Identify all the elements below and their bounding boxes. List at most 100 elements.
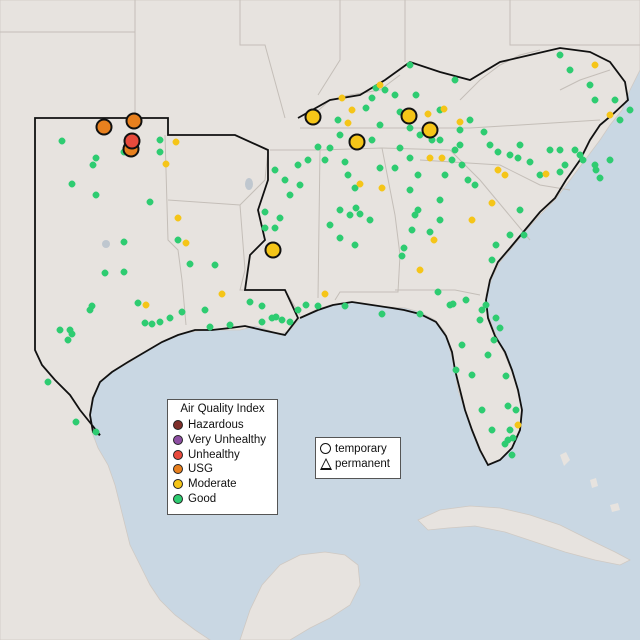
monitor-point-good[interactable]: [68, 330, 76, 338]
monitor-point-good[interactable]: [484, 351, 492, 359]
monitor-point-good[interactable]: [486, 141, 494, 149]
monitor-point-good[interactable]: [278, 316, 286, 324]
monitor-point-good[interactable]: [536, 171, 544, 179]
monitor-point-good[interactable]: [451, 146, 459, 154]
monitor-point-moderate[interactable]: [542, 170, 550, 178]
monitor-point-moderate[interactable]: [344, 119, 352, 127]
monitor-point-good[interactable]: [406, 186, 414, 194]
monitor-point-good[interactable]: [56, 326, 64, 334]
monitor-point-good[interactable]: [351, 241, 359, 249]
monitor-point-good[interactable]: [186, 260, 194, 268]
monitor-point-good[interactable]: [391, 164, 399, 172]
monitor-point-moderate[interactable]: [606, 111, 614, 119]
monitor-point-good[interactable]: [480, 128, 488, 136]
monitor-point-good[interactable]: [441, 171, 449, 179]
monitor-point-good[interactable]: [174, 236, 182, 244]
monitor-point-good[interactable]: [206, 323, 214, 331]
monitor-point-moderate[interactable]: [501, 171, 509, 179]
monitor-point-good[interactable]: [92, 154, 100, 162]
monitor-point-moderate[interactable]: [468, 216, 476, 224]
monitor-point-good[interactable]: [286, 318, 294, 326]
monitor-point-good[interactable]: [86, 306, 94, 314]
monitor-temporary-moderate[interactable]: [421, 121, 439, 139]
monitor-point-good[interactable]: [304, 156, 312, 164]
monitor-point-good[interactable]: [178, 308, 186, 316]
monitor-point-good[interactable]: [561, 161, 569, 169]
monitor-point-good[interactable]: [211, 261, 219, 269]
monitor-point-good[interactable]: [396, 144, 404, 152]
monitor-point-moderate[interactable]: [494, 166, 502, 174]
monitor-point-good[interactable]: [501, 440, 509, 448]
monitor-point-moderate[interactable]: [426, 154, 434, 162]
monitor-point-good[interactable]: [58, 137, 66, 145]
monitor-point-good[interactable]: [492, 241, 500, 249]
monitor-point-good[interactable]: [616, 116, 624, 124]
monitor-point-good[interactable]: [504, 402, 512, 410]
monitor-point-good[interactable]: [72, 418, 80, 426]
monitor-point-good[interactable]: [376, 164, 384, 172]
monitor-point-good[interactable]: [464, 176, 472, 184]
monitor-temporary-moderate[interactable]: [264, 241, 282, 259]
monitor-point-good[interactable]: [566, 66, 574, 74]
monitor-temporary-moderate[interactable]: [400, 107, 418, 125]
monitor-point-moderate[interactable]: [218, 290, 226, 298]
monitor-point-good[interactable]: [261, 224, 269, 232]
monitor-point-good[interactable]: [494, 148, 502, 156]
monitor-point-good[interactable]: [286, 191, 294, 199]
monitor-point-good[interactable]: [326, 144, 334, 152]
monitor-point-good[interactable]: [134, 299, 142, 307]
monitor-point-good[interactable]: [571, 146, 579, 154]
monitor-point-good[interactable]: [448, 156, 456, 164]
monitor-point-good[interactable]: [92, 428, 100, 436]
monitor-point-moderate[interactable]: [438, 154, 446, 162]
monitor-point-good[interactable]: [406, 61, 414, 69]
monitor-point-good[interactable]: [512, 406, 520, 414]
monitor-point-moderate[interactable]: [182, 239, 190, 247]
monitor-point-moderate[interactable]: [378, 184, 386, 192]
monitor-point-good[interactable]: [378, 310, 386, 318]
monitor-point-good[interactable]: [368, 136, 376, 144]
monitor-point-good[interactable]: [326, 221, 334, 229]
monitor-point-good[interactable]: [314, 302, 322, 310]
monitor-point-good[interactable]: [351, 184, 359, 192]
monitor-point-good[interactable]: [314, 143, 322, 151]
monitor-point-good[interactable]: [436, 216, 444, 224]
monitor-point-moderate[interactable]: [142, 301, 150, 309]
monitor-point-good[interactable]: [449, 300, 457, 308]
monitor-point-good[interactable]: [490, 336, 498, 344]
monitor-point-good[interactable]: [508, 451, 516, 459]
monitor-point-good[interactable]: [321, 156, 329, 164]
monitor-point-good[interactable]: [611, 96, 619, 104]
monitor-point-moderate[interactable]: [440, 105, 448, 113]
monitor-point-good[interactable]: [336, 206, 344, 214]
monitor-point-good[interactable]: [492, 314, 500, 322]
monitor-point-good[interactable]: [452, 366, 460, 374]
monitor-point-good[interactable]: [592, 166, 600, 174]
monitor-point-good[interactable]: [400, 244, 408, 252]
monitor-point-good[interactable]: [406, 124, 414, 132]
monitor-point-good[interactable]: [302, 301, 310, 309]
monitor-point-good[interactable]: [156, 148, 164, 156]
monitor-point-good[interactable]: [366, 216, 374, 224]
monitor-point-moderate[interactable]: [321, 290, 329, 298]
monitor-point-good[interactable]: [120, 268, 128, 276]
monitor-point-good[interactable]: [336, 234, 344, 242]
monitor-point-good[interactable]: [92, 191, 100, 199]
monitor-point-good[interactable]: [456, 126, 464, 134]
monitor-point-good[interactable]: [294, 161, 302, 169]
monitor-point-moderate[interactable]: [162, 160, 170, 168]
monitor-point-good[interactable]: [156, 318, 164, 326]
monitor-point-good[interactable]: [434, 288, 442, 296]
air-quality-monitors[interactable]: [44, 51, 634, 459]
monitor-point-good[interactable]: [226, 321, 234, 329]
monitor-point-good[interactable]: [120, 238, 128, 246]
monitor-temporary-usg[interactable]: [125, 112, 143, 130]
monitor-point-good[interactable]: [606, 156, 614, 164]
monitor-point-good[interactable]: [272, 313, 280, 321]
monitor-point-good[interactable]: [362, 104, 370, 112]
monitor-point-moderate[interactable]: [514, 421, 522, 429]
monitor-point-good[interactable]: [502, 372, 510, 380]
monitor-temporary-moderate[interactable]: [304, 108, 322, 126]
monitor-point-moderate[interactable]: [424, 110, 432, 118]
